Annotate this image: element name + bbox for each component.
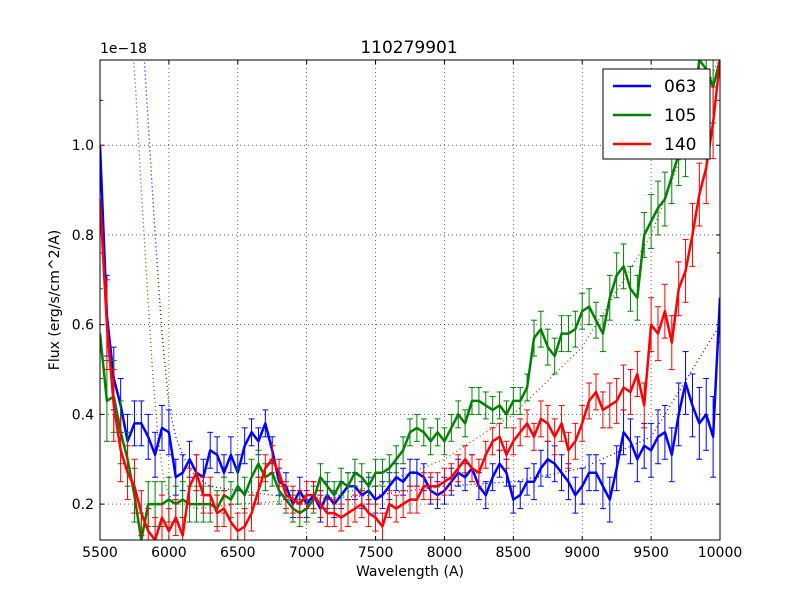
x-tick-label: 7500 <box>358 545 394 561</box>
y-axis-label: Flux (erg/s/cm^2/A) <box>47 230 63 370</box>
x-tick-label: 5500 <box>82 545 118 561</box>
legend: 063 105 140 <box>602 68 711 160</box>
y-tick-label: 0.4 <box>72 407 94 423</box>
x-tick-label: 8500 <box>496 545 532 561</box>
series-line <box>100 60 720 540</box>
y-tick-label: 1.0 <box>72 138 94 154</box>
x-axis-label: Wavelength (A) <box>356 564 464 580</box>
y-tick-label: 0.8 <box>72 228 94 244</box>
y-tick-label: 0.2 <box>72 497 94 513</box>
x-tick-label: 10000 <box>698 545 743 561</box>
series-line <box>100 145 720 510</box>
x-tick-label: 7000 <box>289 545 325 561</box>
y-tick-label: 0.6 <box>72 318 94 334</box>
x-tick-label: 6500 <box>220 545 256 561</box>
x-tick-label: 9500 <box>633 545 669 561</box>
x-tick-label: 6000 <box>151 545 187 561</box>
legend-label: 063 <box>664 77 696 97</box>
series-140 <box>100 60 720 540</box>
x-tick-label: 9000 <box>564 545 600 561</box>
legend-label: 140 <box>664 135 696 155</box>
plot-frame <box>99 59 721 541</box>
legend-label: 105 <box>664 106 696 126</box>
plot-area <box>100 60 720 540</box>
x-tick-label: 8000 <box>427 545 463 561</box>
chart-title: 110279901 <box>360 38 457 58</box>
axis-ticks: 5500 6000 6500 7000 7500 8000 8500 9000 9500 1000… <box>72 60 743 561</box>
y-offset-label: 1e−18 <box>100 41 147 57</box>
